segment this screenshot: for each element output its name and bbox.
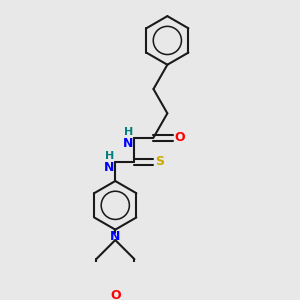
Text: H: H xyxy=(105,151,114,161)
Text: O: O xyxy=(110,289,121,300)
Text: N: N xyxy=(110,230,121,243)
Text: O: O xyxy=(174,131,185,144)
Text: N: N xyxy=(123,137,134,150)
Text: S: S xyxy=(155,155,164,168)
Text: H: H xyxy=(124,127,134,137)
Text: N: N xyxy=(104,161,114,174)
